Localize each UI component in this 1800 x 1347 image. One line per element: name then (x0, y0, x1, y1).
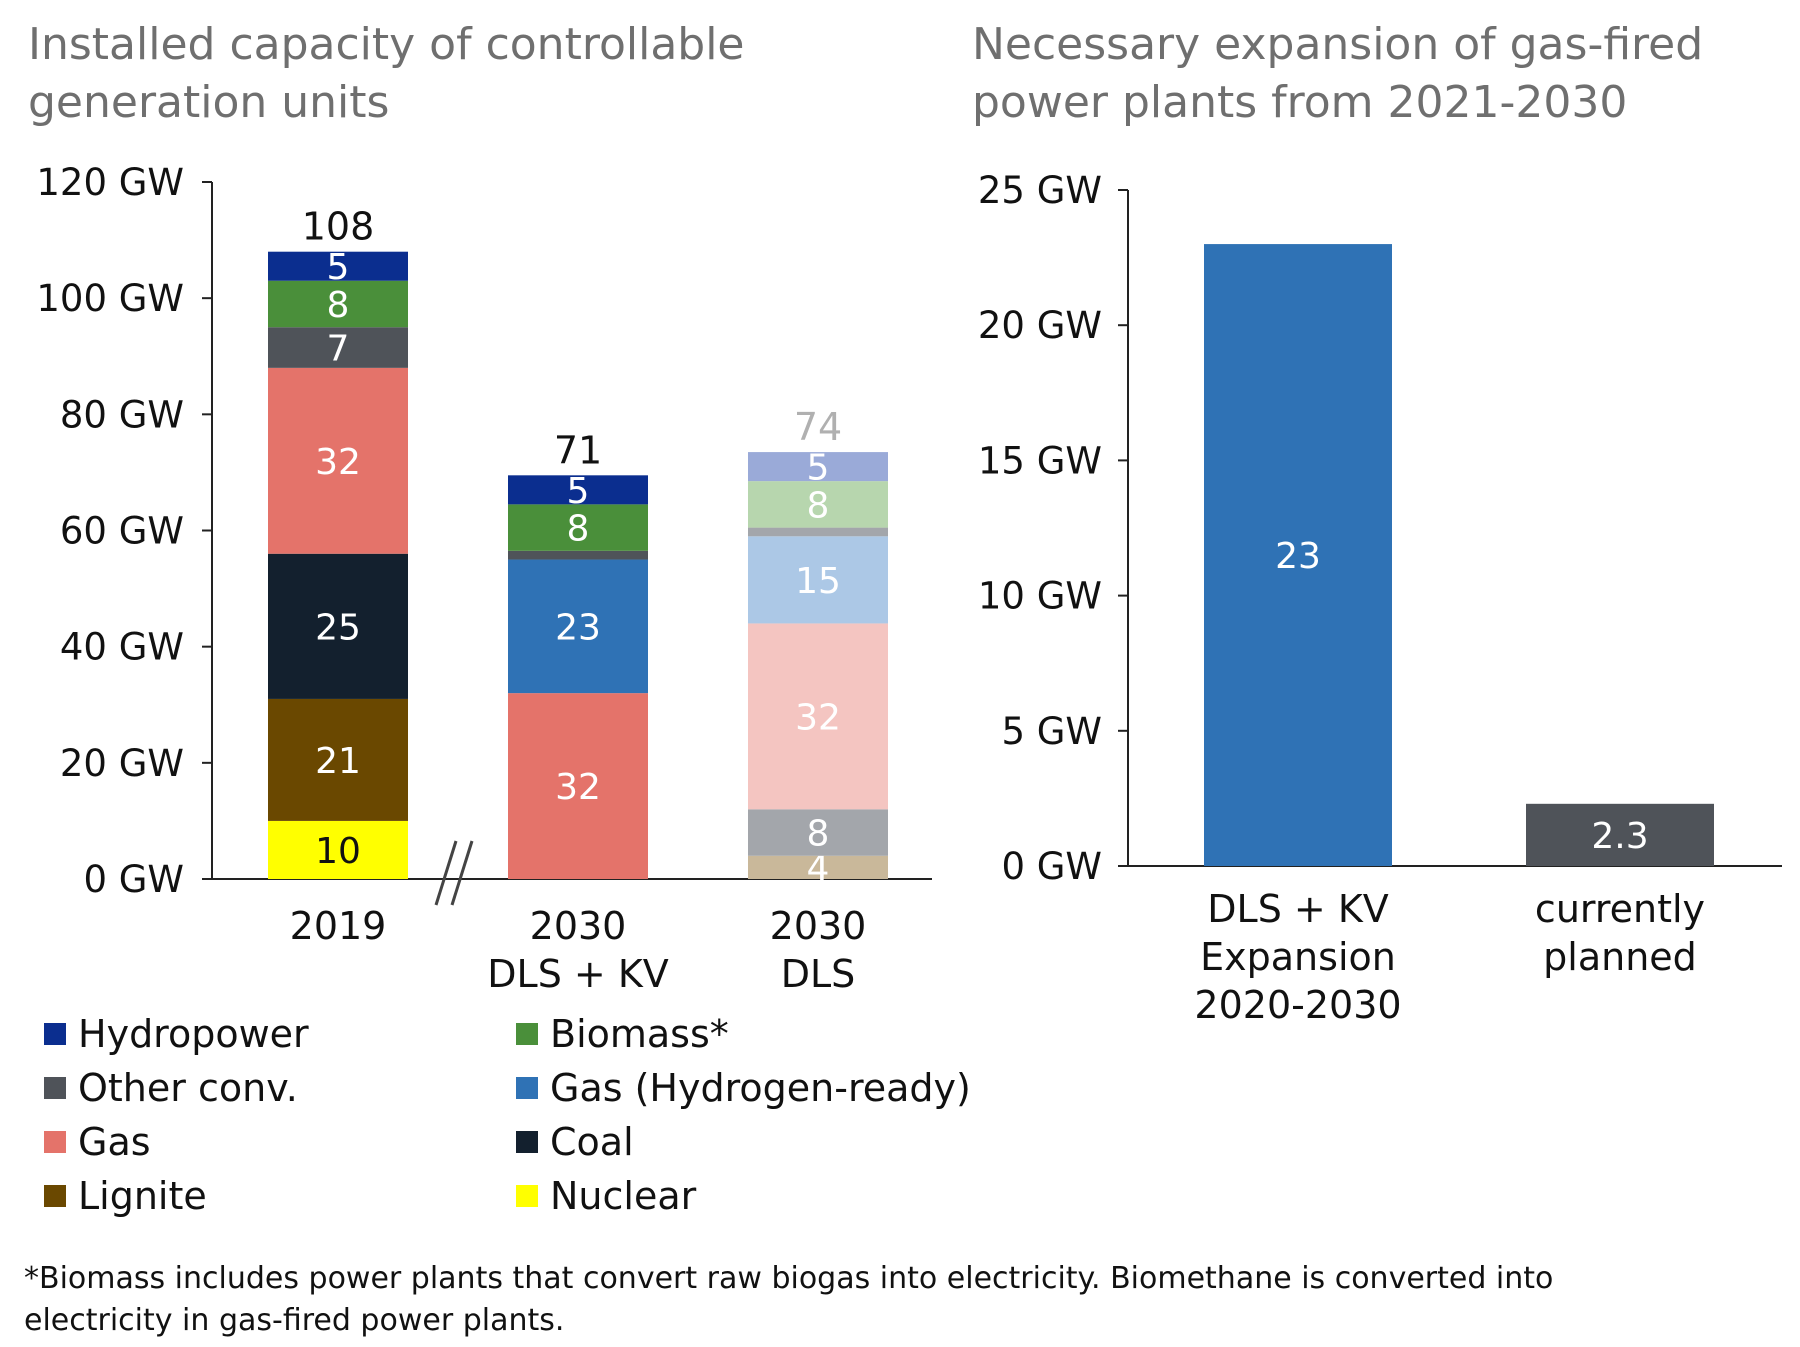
category-label: 2019 (290, 904, 387, 948)
segment-label: 23 (555, 607, 601, 648)
legend-item: Coal (516, 1120, 634, 1164)
bar-segment (268, 367, 408, 554)
segment-label: 7 (327, 329, 350, 370)
legend-swatch (516, 1077, 538, 1099)
segment-label: 5 (567, 471, 590, 512)
category-label: DLS (781, 952, 856, 996)
bar-segment (748, 481, 888, 528)
legend-label: Gas (78, 1120, 151, 1164)
category-label: planned (1543, 935, 1697, 979)
legend-label: Nuclear (550, 1174, 697, 1218)
legend-swatch (44, 1023, 66, 1045)
legend-item: Lignite (44, 1174, 207, 1218)
bar-segment (748, 809, 888, 856)
category-label: 2030 (770, 904, 867, 948)
legend-label: Other conv. (78, 1066, 298, 1110)
legend-item: Other conv. (44, 1066, 298, 1110)
bar-segment (508, 475, 648, 505)
category-label: 2030 (530, 904, 627, 948)
segment-label: 25 (315, 607, 361, 648)
bar-segment (508, 504, 648, 551)
legend-item: Gas (44, 1120, 151, 1164)
category-label: DLS + KV (487, 952, 668, 996)
bar-segment (748, 536, 888, 624)
total-label: 71 (554, 428, 602, 472)
legend-swatch (516, 1023, 538, 1045)
axis-break-mark (434, 840, 458, 906)
bar-segment (508, 559, 648, 694)
bar-value-label: 23 (1275, 536, 1321, 577)
y-tick-label: 20 GW (60, 742, 184, 785)
bar-segment (268, 280, 408, 328)
total-label: 108 (302, 205, 375, 249)
total-label: 74 (794, 405, 842, 449)
y-tick-label: 0 GW (83, 858, 184, 901)
bar-segment (748, 452, 888, 482)
y-tick-label: 10 GW (978, 575, 1102, 618)
legend-swatch (44, 1131, 66, 1153)
segment-label: 5 (327, 247, 350, 288)
segment-label: 32 (795, 697, 841, 738)
segment-label: 32 (315, 442, 361, 483)
bar-segment (268, 327, 408, 368)
axis-break-mark (450, 840, 474, 906)
category-label: 2020-2030 (1194, 983, 1401, 1027)
segment-label: 32 (555, 767, 601, 808)
segment-label: 15 (795, 561, 841, 602)
bar (1204, 244, 1392, 866)
gas-expansion-chart: 0 GW 5 GW 10 GW 15 GW 20 GW 25 GW 23 DLS + KVEx… (978, 169, 1782, 1027)
segment-label: 8 (807, 485, 830, 526)
bar-value-label: 2.3 (1591, 816, 1648, 857)
segment-label: 8 (807, 814, 830, 855)
bar-segment (268, 698, 408, 821)
y-tick-label: 60 GW (60, 510, 184, 553)
legend-label: Biomass* (550, 1012, 729, 1056)
legend-item: Gas (Hydrogen-ready) (516, 1066, 971, 1110)
legend-swatch (516, 1185, 538, 1207)
legend-label: Gas (Hydrogen-ready) (550, 1066, 971, 1110)
category-label: currently (1535, 887, 1705, 931)
y-tick-label: 0 GW (1001, 845, 1102, 888)
legend-swatch (44, 1185, 66, 1207)
legend-item: Biomass* (516, 1012, 729, 1056)
segment-label: 5 (807, 448, 830, 489)
bar-segment (748, 527, 888, 537)
category-label: DLS + KV (1207, 887, 1388, 931)
y-tick-label: 5 GW (1001, 710, 1102, 753)
bar-segment (268, 553, 408, 699)
legend-item: Nuclear (516, 1174, 696, 1218)
category-label: Expansion (1200, 935, 1396, 979)
legend-label: Lignite (78, 1174, 207, 1218)
y-tick-label: 40 GW (60, 626, 184, 669)
segment-label: 4 (807, 848, 830, 889)
legend-label: Coal (550, 1120, 634, 1164)
installed-capacity-chart: 0 GW 20 GW 40 GW 60 GW 80 GW 100 GW 120 GW 10 21… (36, 161, 932, 996)
y-tick-label: 100 GW (36, 277, 184, 320)
bar-segment (508, 550, 648, 560)
y-tick-label: 20 GW (978, 304, 1102, 347)
legend-swatch (516, 1131, 538, 1153)
legend-item: Hydropower (44, 1012, 309, 1056)
footnote: *Biomass includes power plants that conv… (24, 1261, 1554, 1338)
segment-label: 10 (315, 831, 361, 872)
y-tick-label: 80 GW (60, 393, 184, 436)
bar-segment (268, 820, 408, 879)
y-tick-label: 120 GW (36, 161, 184, 204)
segment-label: 8 (567, 509, 590, 550)
bar-segment (268, 251, 408, 281)
y-tick-label: 25 GW (978, 169, 1102, 212)
legend-swatch (44, 1077, 66, 1099)
y-tick-label: 15 GW (978, 439, 1102, 482)
bar-segment (748, 855, 888, 879)
left-chart-title: Installed capacity of controllable gener… (28, 19, 745, 128)
segment-label: 8 (327, 285, 350, 326)
segment-label: 21 (315, 741, 361, 782)
bar-segment (508, 693, 648, 879)
bar-segment (748, 623, 888, 810)
legend-label: Hydropower (78, 1012, 309, 1056)
right-chart-title: Necessary expansion of gas-fired power p… (972, 19, 1704, 128)
bar (1526, 803, 1714, 866)
